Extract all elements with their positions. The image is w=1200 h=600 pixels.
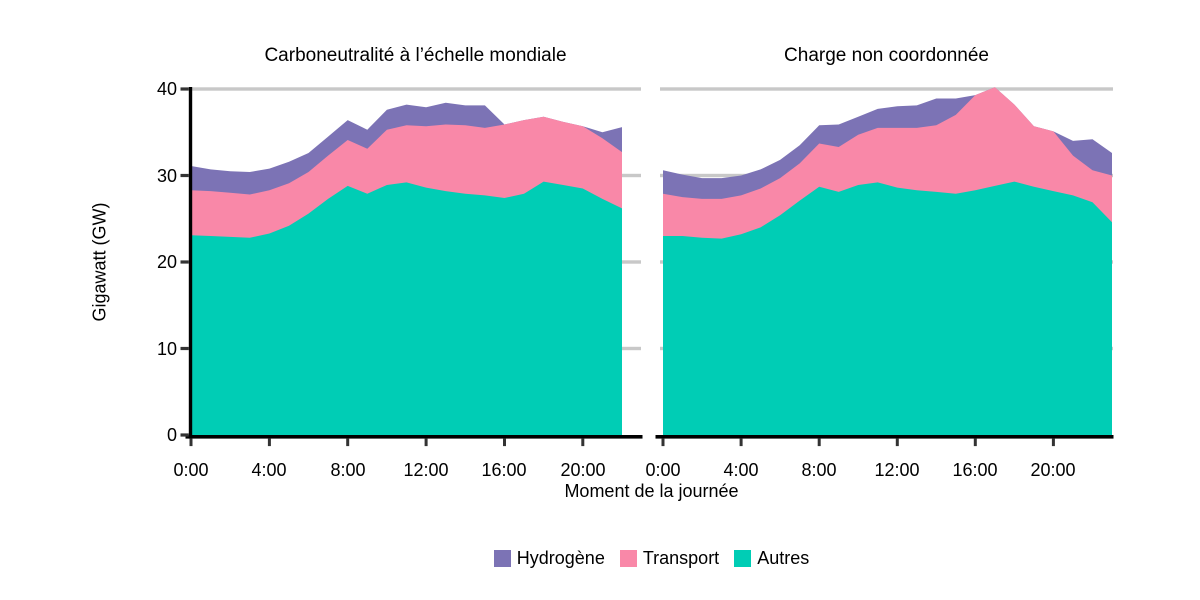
panel-title-left: Carboneutralité à l’échelle mondiale xyxy=(264,45,567,66)
legend-swatch-transport xyxy=(619,549,637,567)
x-tick-label: 12:00 xyxy=(403,460,449,480)
x-tick-mark xyxy=(817,438,821,447)
x-tick-mark xyxy=(424,438,428,447)
x-tick-mark xyxy=(973,438,977,447)
x-tick-mark xyxy=(581,438,585,447)
x-tick-mark xyxy=(503,438,506,447)
x-axis-line xyxy=(655,435,1114,439)
x-tick-label: 4:00 xyxy=(723,460,759,480)
x-tick-label: 16:00 xyxy=(481,460,527,480)
area-autres-panel1 xyxy=(191,181,622,435)
y-tick-mark xyxy=(180,433,189,437)
x-tick-mark xyxy=(346,438,350,447)
x-tick-mark xyxy=(661,438,665,447)
x-tick-label: 0:00 xyxy=(173,460,209,480)
gridline-40 xyxy=(189,87,641,91)
panel-title-right: Charge non coordonnée xyxy=(784,45,989,66)
legend-item-transport: Transport xyxy=(619,548,720,568)
x-tick-mark xyxy=(267,438,271,447)
y-tick-mark xyxy=(180,346,189,351)
x-tick-label: 8:00 xyxy=(801,460,837,480)
y-tick-label: 0 xyxy=(166,425,177,445)
gridline-40 xyxy=(660,87,1113,91)
x-tick-label: 0:00 xyxy=(645,460,681,480)
x-tick-label: 4:00 xyxy=(251,460,287,480)
legend-swatch-hydrogene xyxy=(493,549,511,567)
x-axis-line xyxy=(185,435,643,439)
legend: Hydrogène Transport Autres xyxy=(190,548,1113,568)
y-tick-label: 20 xyxy=(156,252,177,272)
x-tick-mark xyxy=(189,438,193,447)
legend-label: Autres xyxy=(757,548,810,568)
legend-item-hydrogene: Hydrogène xyxy=(493,548,605,568)
y-tick-label: 40 xyxy=(156,79,177,99)
y-axis-line xyxy=(188,87,193,439)
legend-swatch-autres xyxy=(734,549,752,567)
x-tick-mark xyxy=(739,438,743,447)
y-tick-mark xyxy=(180,260,189,264)
area-autres-panel2 xyxy=(663,181,1112,435)
x-tick-mark xyxy=(1051,438,1055,447)
x-axis-title: Moment de la journée xyxy=(564,481,739,501)
y-tick-mark xyxy=(180,87,189,91)
x-tick-label: 16:00 xyxy=(952,460,998,480)
x-tick-label: 20:00 xyxy=(1030,460,1076,480)
y-tick-label: 30 xyxy=(156,166,177,186)
legend-item-autres: Autres xyxy=(734,548,809,568)
x-tick-mark xyxy=(895,438,899,447)
legend-label: Transport xyxy=(642,548,720,568)
x-tick-label: 8:00 xyxy=(330,460,366,480)
y-tick-mark xyxy=(180,173,189,178)
y-axis-title: Gigawatt (GW) xyxy=(89,202,110,322)
x-tick-label: 20:00 xyxy=(560,460,606,480)
legend-label: Hydrogène xyxy=(516,548,605,568)
y-tick-label: 10 xyxy=(156,339,177,359)
x-tick-label: 12:00 xyxy=(874,460,920,480)
